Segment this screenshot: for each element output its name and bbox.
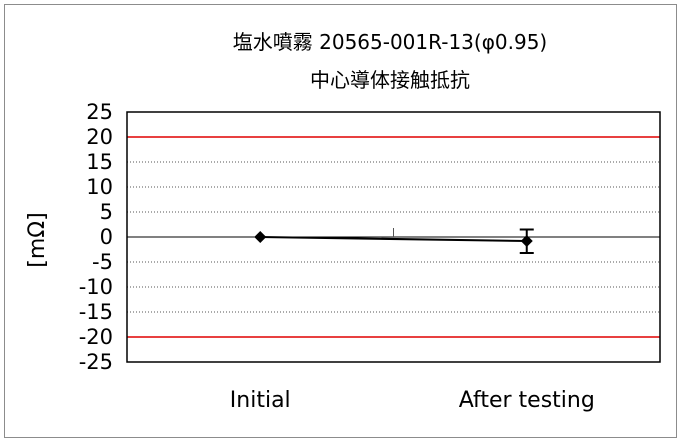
y-tick-label: -10 [79, 275, 113, 299]
chart-frame [4, 4, 677, 438]
y-tick-label: 10 [86, 175, 113, 199]
y-tick-label: -15 [79, 300, 113, 324]
data-point [520, 235, 533, 247]
series-line [260, 236, 527, 242]
y-tick-label: -20 [79, 325, 113, 349]
y-tick-label: 25 [86, 100, 113, 124]
plot-area [126, 111, 661, 363]
y-tick-label: -25 [79, 350, 113, 374]
chart-title: 塩水噴霧 20565-001R-13(φ0.95) [233, 30, 547, 54]
chart-subtitle: 中心導体接触抵抗 [310, 68, 470, 92]
y-tick-label: 0 [100, 225, 113, 249]
y-axis-label: [mΩ] [25, 212, 50, 267]
data-point [254, 231, 267, 243]
y-tick-label: -5 [92, 250, 113, 274]
y-tick-label: 20 [86, 125, 113, 149]
y-tick-label: 15 [86, 150, 113, 174]
x-category-label: Initial [230, 388, 291, 413]
x-category-label: After testing [459, 388, 595, 413]
y-tick-label: 5 [100, 200, 113, 224]
